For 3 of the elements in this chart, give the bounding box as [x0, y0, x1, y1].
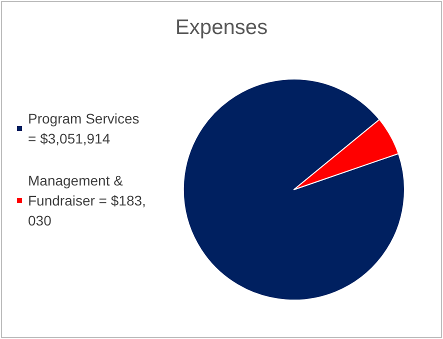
chart-title: Expenses	[175, 16, 268, 39]
legend-label: Program Services = $3,051,914	[28, 110, 144, 146]
legend-label: Management & Fundraiser = $183,030	[28, 172, 146, 228]
